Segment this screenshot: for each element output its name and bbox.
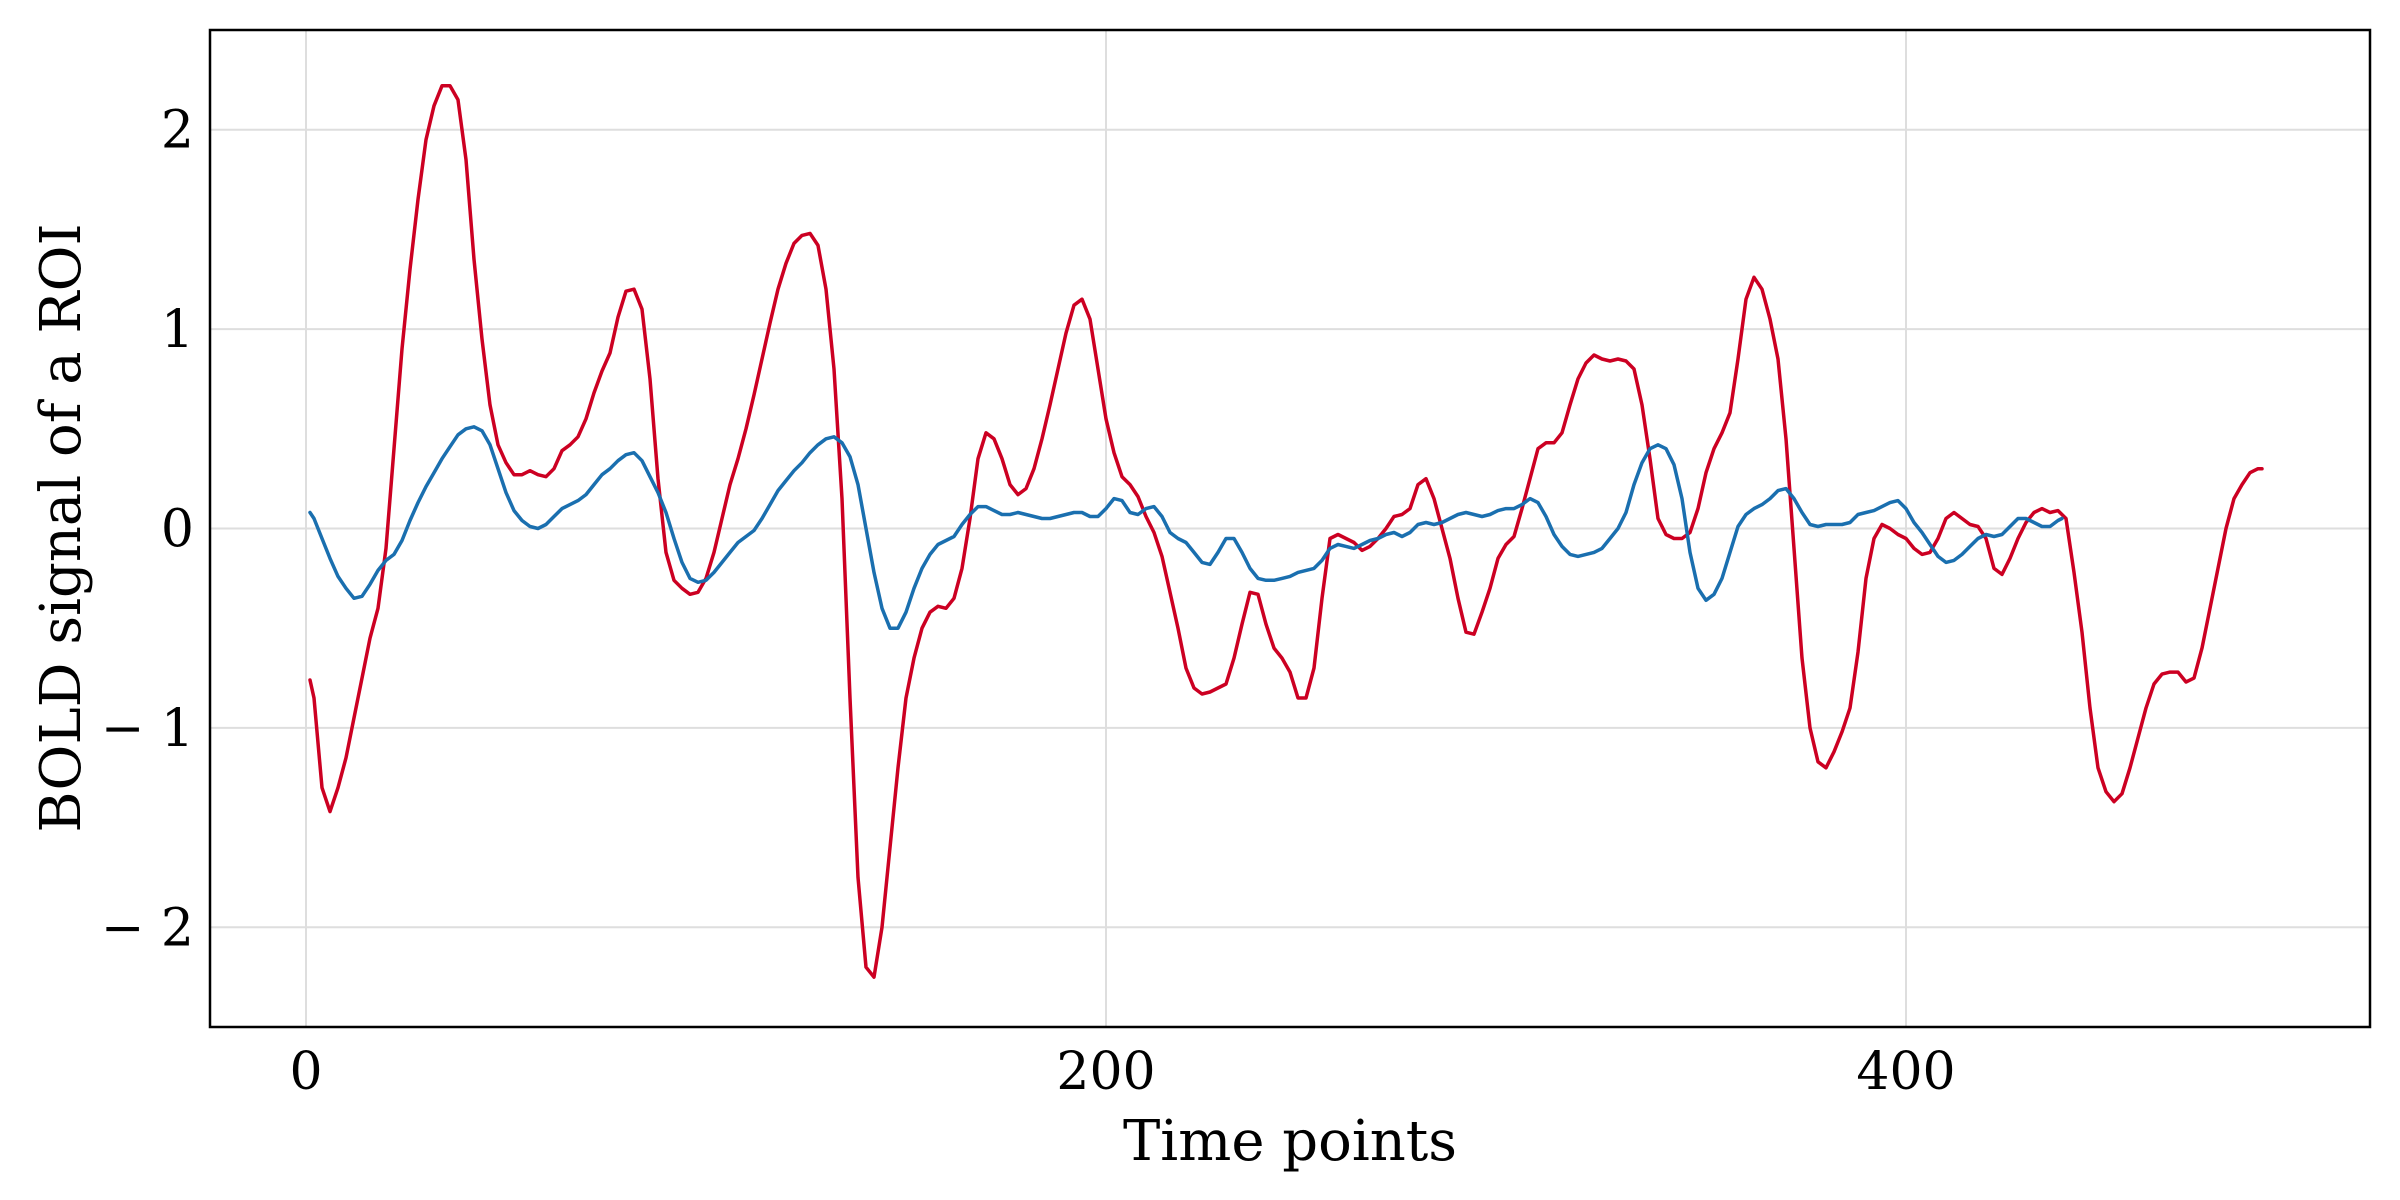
y-tick-label: − 2 bbox=[101, 898, 194, 958]
series-line-1 bbox=[308, 84, 2264, 979]
series-line-2 bbox=[308, 425, 2064, 630]
x-tick-label: 0 bbox=[289, 1042, 322, 1102]
x-tick-label: 400 bbox=[1856, 1042, 1955, 1102]
y-tick-label: − 1 bbox=[101, 699, 194, 759]
grid bbox=[210, 30, 2370, 1027]
tick-labels: 0 200 400 − 2 − 1 0 1 2 bbox=[101, 101, 1956, 1102]
plot-frame bbox=[208, 28, 2372, 1029]
series-layer bbox=[308, 84, 2264, 979]
y-tick-label: 1 bbox=[161, 300, 194, 360]
y-tick-label: 2 bbox=[161, 101, 194, 161]
y-tick-label: 0 bbox=[161, 500, 194, 560]
x-tick-label: 200 bbox=[1056, 1042, 1155, 1102]
y-axis-title: BOLD signal of a ROI bbox=[29, 223, 94, 832]
x-axis-title: Time points bbox=[1123, 1109, 1457, 1174]
